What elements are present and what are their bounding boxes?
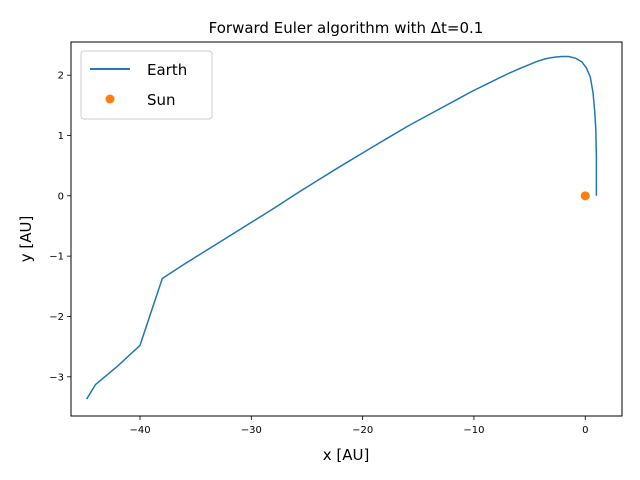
x-axis-label: x [AU]	[323, 446, 370, 464]
y-tick-label: 2	[58, 71, 64, 82]
legend-sun-marker	[105, 94, 115, 104]
x-tick-label: 0	[582, 425, 588, 436]
legend-sun-label: Sun	[147, 91, 176, 109]
y-axis-label: y [AU]	[17, 216, 35, 263]
chart-title: Forward Euler algorithm with Δt=0.1	[209, 19, 484, 37]
sun-marker	[580, 191, 590, 201]
y-tick-label: −2	[49, 312, 64, 323]
earth-orbit-line	[85, 55, 598, 400]
legend-earth-label: Earth	[147, 61, 187, 79]
x-tick-label: −40	[129, 425, 150, 436]
y-tick-label: 0	[58, 191, 64, 202]
legend: Earth Sun	[80, 50, 213, 120]
x-tick-label: −20	[352, 425, 373, 436]
x-tick-label: −10	[463, 425, 484, 436]
x-tick-label: −30	[241, 425, 262, 436]
plot-frame	[70, 41, 623, 417]
y-tick-label: −3	[49, 372, 64, 383]
plot-area	[85, 55, 598, 400]
y-tick-label: −1	[49, 252, 64, 263]
y-tick-label: 1	[58, 131, 64, 142]
